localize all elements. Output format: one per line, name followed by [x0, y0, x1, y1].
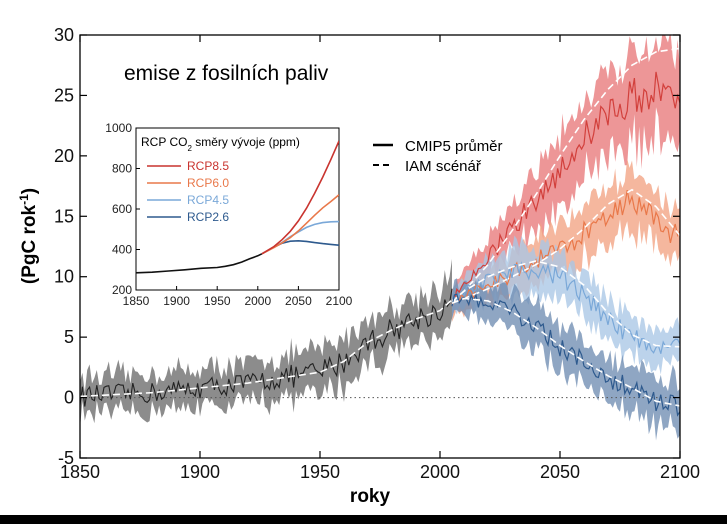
- band-rcp26: [452, 278, 680, 441]
- inset-historical-line: [136, 253, 263, 274]
- x-tick-label: 1850: [60, 462, 100, 482]
- y-axis-label-main: (PgC rok: [19, 204, 40, 284]
- inset-title: RCP CO2 směry vývoje (ppm): [141, 135, 300, 153]
- x-axis-label: roky: [350, 486, 391, 507]
- y-tick-label: 5: [64, 327, 74, 347]
- y-tick-label: 30: [54, 25, 74, 45]
- y-axis-label-sup: -1: [17, 194, 31, 205]
- inset-y-tick-label: 200: [112, 283, 132, 297]
- bottom-bar: [0, 515, 727, 524]
- inset-x-tick-label: 1850: [123, 294, 150, 308]
- y-tick-label: 20: [54, 146, 74, 166]
- y-tick-label: 15: [54, 206, 74, 226]
- inset-axis-ticks: 1850 1900 1950 2000 2050 2100 200 400 600 800 1000: [105, 121, 352, 308]
- y-tick-label: 0: [64, 388, 74, 408]
- y-tick-label: -5: [58, 448, 74, 468]
- line-rcp45: [451, 261, 680, 354]
- inset-title-post: směry vývoje (ppm): [192, 135, 300, 149]
- y-tick-label: 10: [54, 267, 74, 287]
- inset-x-tick-label: 1900: [163, 294, 190, 308]
- inset-x-tick-label: 1950: [204, 294, 231, 308]
- inset-legend-label-rcp60: RCP6.0: [187, 176, 229, 190]
- iam-dashed-rcp85: [451, 47, 680, 302]
- line-rcp85: [451, 71, 680, 305]
- inset-legend: RCP8.5 RCP6.0 RCP4.5 RCP2.6: [147, 159, 229, 224]
- band-rcp85: [452, 35, 680, 314]
- x-tick-label: 2050: [540, 462, 580, 482]
- inset-line-rcp60: [261, 194, 339, 255]
- inset-x-tick-label: 2100: [326, 294, 353, 308]
- x-tick-label: 1900: [180, 462, 220, 482]
- legend-label-iam: IAM scénář: [405, 158, 482, 175]
- legend-label-cmip5: CMIP5 průměr: [405, 138, 503, 155]
- inset-legend-label-rcp45: RCP4.5: [187, 193, 229, 207]
- inset-title-sub: 2: [187, 144, 192, 153]
- y-axis-label: (PgC rok-1): [17, 188, 40, 284]
- inset-title-pre: RCP CO: [141, 135, 187, 149]
- iam-dashed-rcp60: [451, 188, 680, 303]
- inset-legend-label-rcp85: RCP8.5: [187, 159, 229, 173]
- line-rcp26: [451, 293, 680, 417]
- inset-y-tick-label: 600: [112, 202, 132, 216]
- inset-x-tick-label: 2000: [244, 294, 271, 308]
- inset-y-tick-label: 800: [112, 162, 132, 176]
- inset-x-tick-label: 2050: [285, 294, 312, 308]
- x-tick-label: 2000: [420, 462, 460, 482]
- iam-dashed-rcp45: [451, 260, 680, 348]
- x-tick-label: 2100: [660, 462, 700, 482]
- axis-ticks: 1850 1900 1950 2000 2050 2100 -5 0 5 10 15 20 25 30: [54, 25, 700, 482]
- inset-y-tick-label: 400: [112, 243, 132, 257]
- iam-dashed-rcp26: [451, 297, 680, 407]
- historical-line: [80, 288, 453, 407]
- chart-annotation: emise z fosilních paliv: [124, 62, 329, 85]
- inset-legend-label-rcp26: RCP2.6: [187, 210, 229, 224]
- y-axis-label-end: ): [19, 188, 40, 194]
- y-tick-label: 25: [54, 85, 74, 105]
- x-tick-label: 1950: [300, 462, 340, 482]
- historical-iam-dashed: [80, 299, 453, 398]
- inset-frame: [135, 127, 340, 291]
- main-legend: CMIP5 průměr IAM scénář: [373, 138, 503, 175]
- inset-y-tick-label: 1000: [105, 121, 132, 135]
- line-rcp60: [451, 189, 680, 307]
- plot-frame: [79, 34, 681, 459]
- inset-line-rcp85: [261, 140, 339, 255]
- series-lines: [80, 47, 680, 417]
- inset-co2-chart: RCP CO2 směry vývoje (ppm) RCP8.5RCP6.0R…: [105, 121, 352, 308]
- inset-series-lines: [136, 140, 339, 274]
